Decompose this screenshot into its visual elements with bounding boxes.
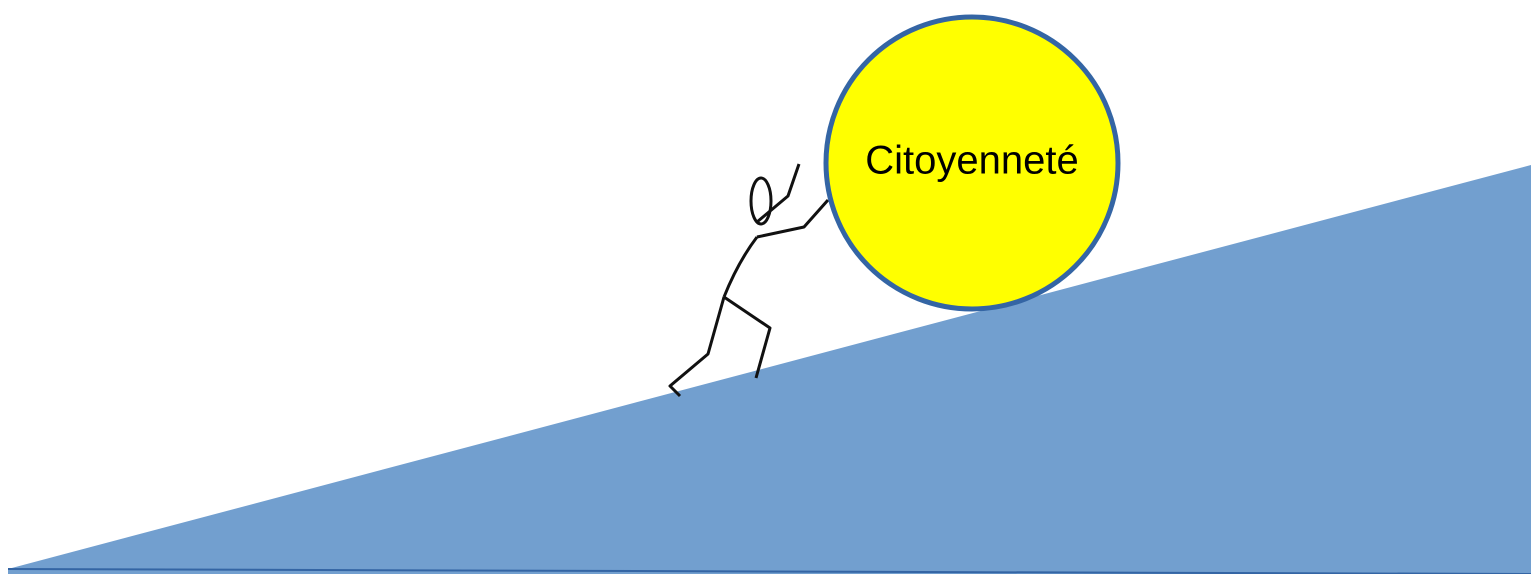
ground-line (7, 568, 1531, 574)
slope (8, 165, 1531, 574)
stick-figure (668, 163, 830, 398)
ball-label: Citoyenneté (865, 139, 1078, 183)
ball (823, 14, 1121, 312)
